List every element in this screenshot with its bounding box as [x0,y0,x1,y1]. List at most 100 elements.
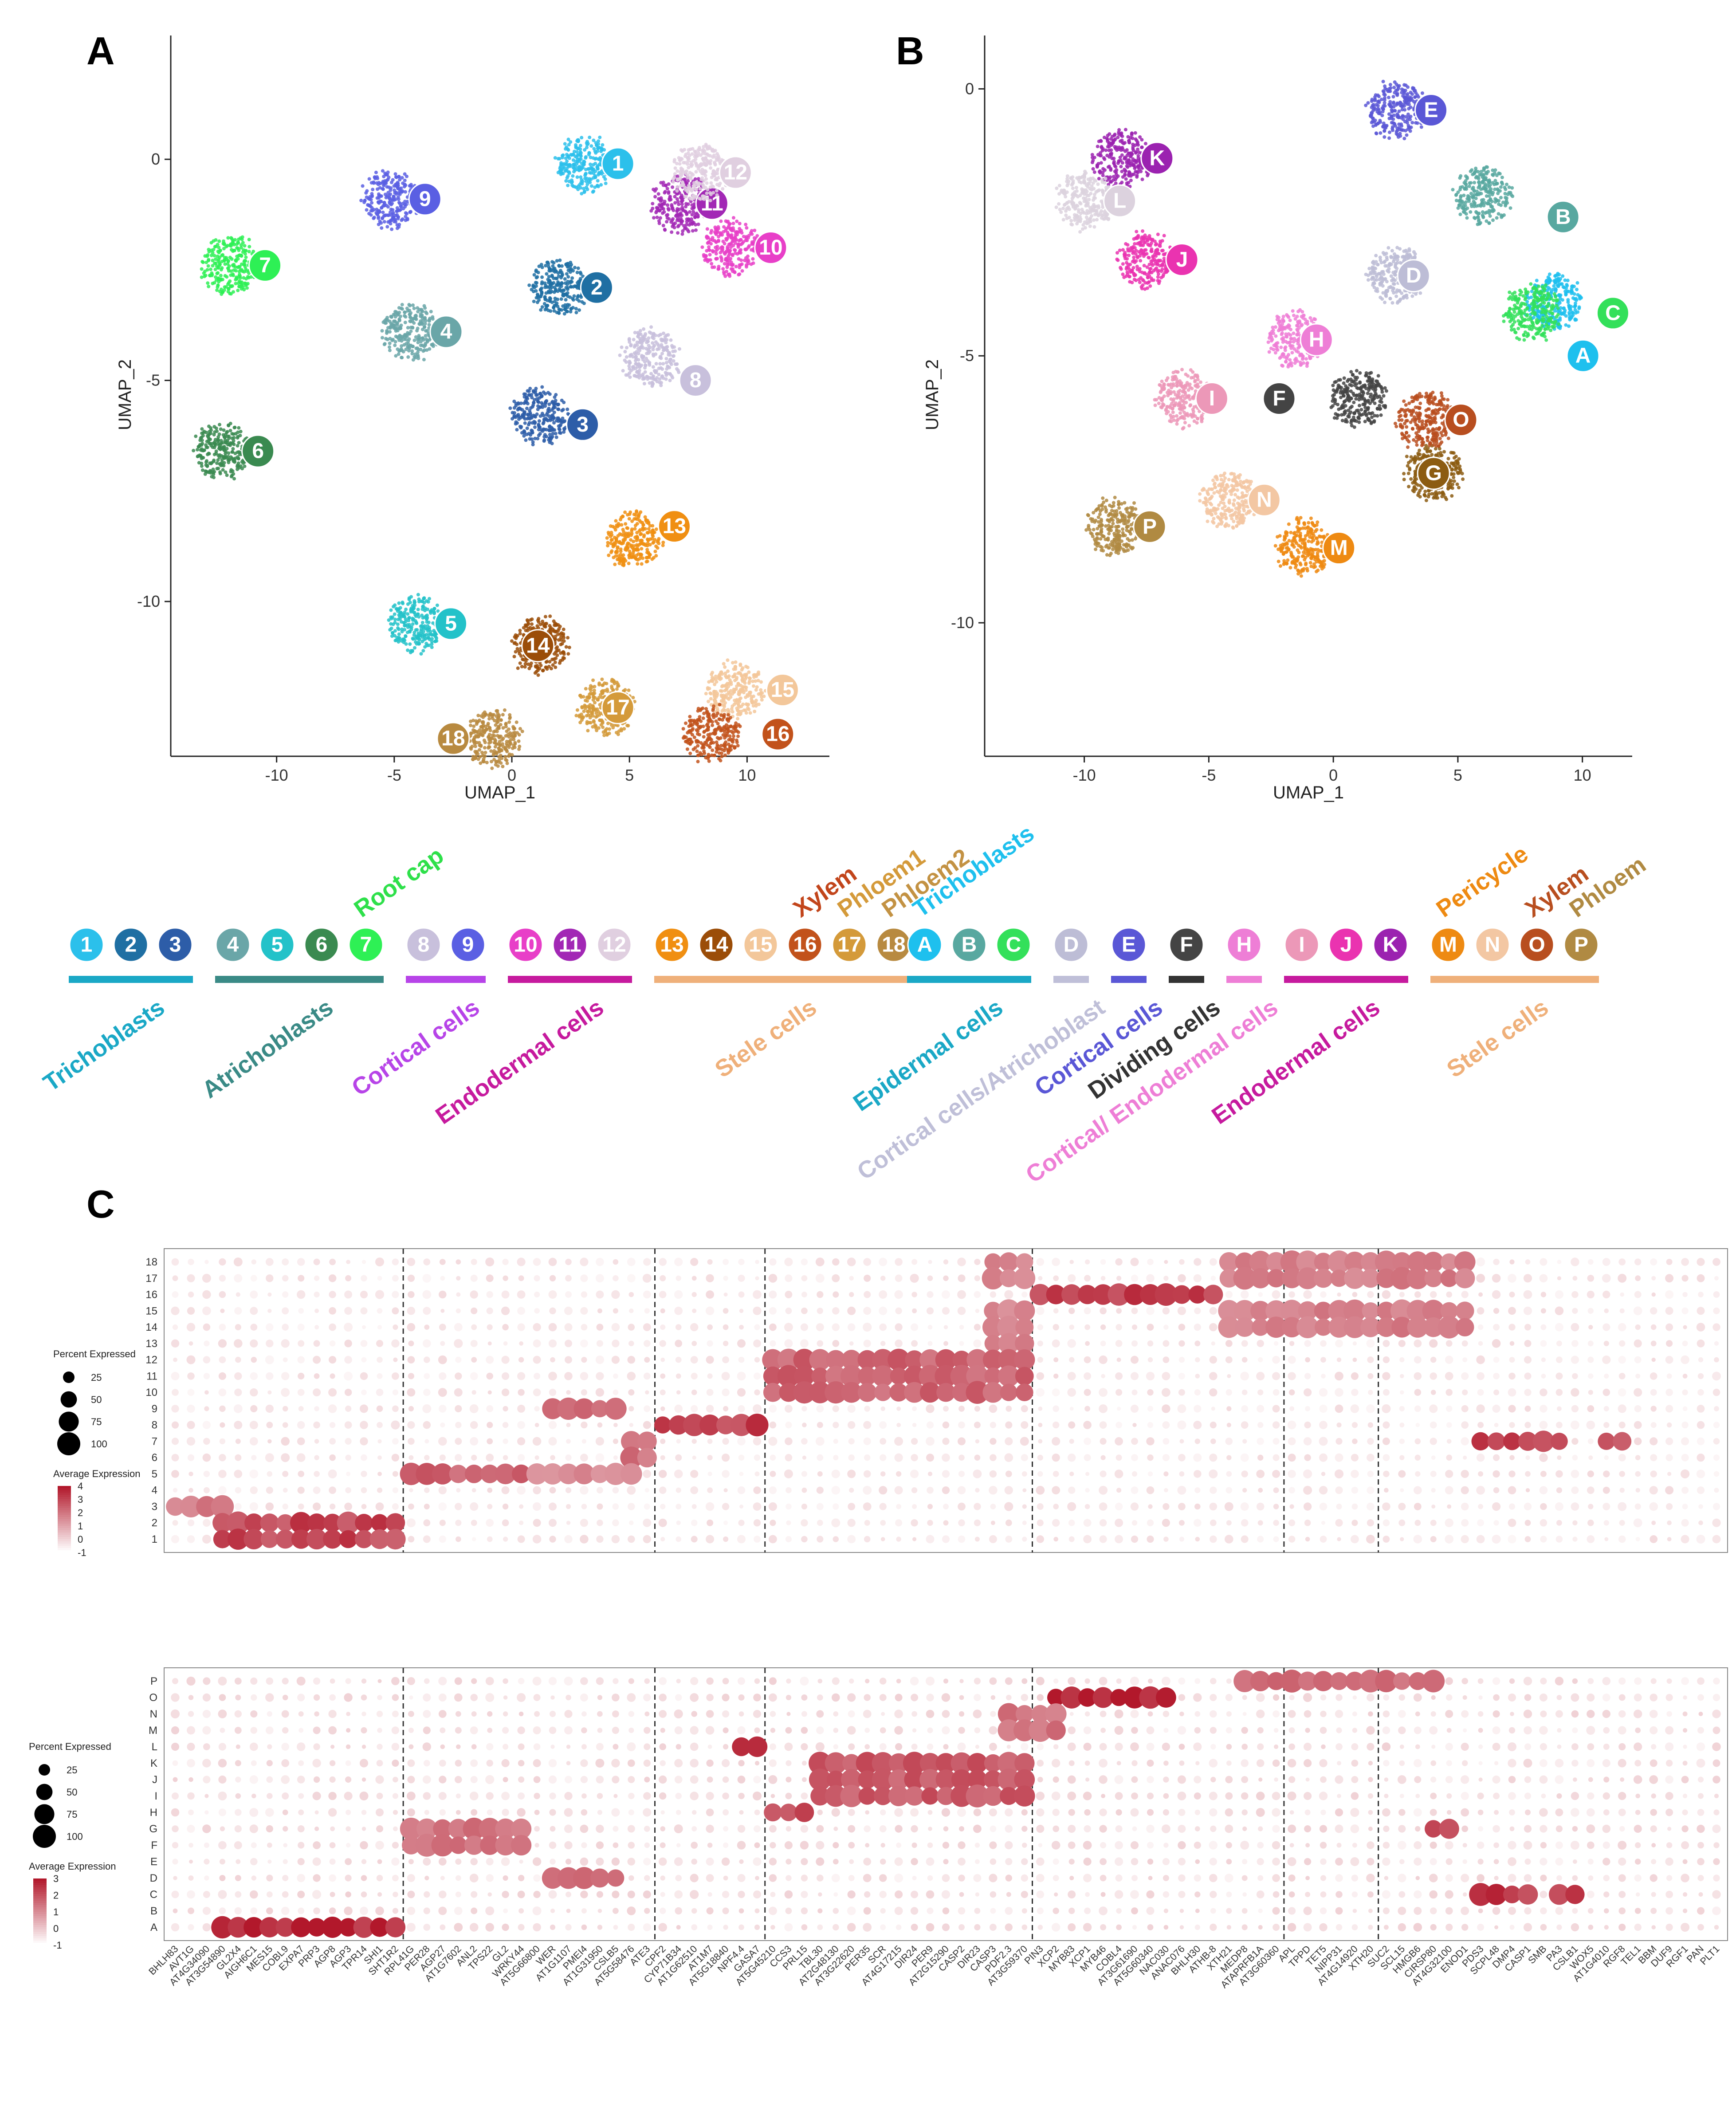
cluster-point [406,648,410,652]
cluster-point [585,140,589,144]
cluster-point [385,318,389,322]
cluster-point [743,708,747,712]
cluster-point [393,172,397,176]
cluster-point [651,202,655,206]
cluster-point [575,297,579,301]
cluster-point [384,321,388,325]
cluster-point [744,664,748,668]
cluster-point [689,731,692,735]
cluster-point [192,448,196,452]
cluster-point [380,226,384,230]
cluster-point [526,389,530,393]
cluster-point [409,608,413,612]
cluster-point [515,428,519,432]
cluster-point [706,153,710,157]
cluster-point [579,295,583,299]
cluster-point [236,430,240,434]
cluster-point [543,297,547,301]
cluster-point [585,182,589,186]
cluster-10: 10 [700,216,788,278]
cluster-point [528,437,532,441]
cluster-point [680,180,684,184]
cluster-point [404,607,408,611]
cluster-point [585,188,589,191]
cluster-point [589,184,593,188]
cluster-point [717,737,721,741]
cluster-point [436,609,440,613]
cluster-point [577,282,581,286]
cluster-point [517,747,521,751]
cluster-point [377,192,381,196]
cluster-point [223,262,227,266]
cluster-point [222,444,226,448]
cluster-point [667,208,671,212]
cluster-point [416,593,420,597]
cluster-point [230,450,234,454]
cluster-point [574,310,578,314]
cluster-point [217,239,221,243]
cluster-point [400,620,403,624]
cluster-point [675,367,679,371]
cluster-point [397,306,401,310]
cluster-point [545,272,549,276]
cluster-point [553,660,557,664]
cluster-point [593,185,597,189]
cluster-point [706,188,710,192]
cluster-point [234,269,238,273]
cluster-point [723,671,727,675]
cluster-point [588,171,592,175]
cluster-point [469,731,473,735]
cluster-point [377,182,381,186]
cluster-point [431,317,435,321]
cluster-7: 7 [200,235,282,296]
cluster-point [658,381,662,385]
cluster-point [412,338,416,342]
cluster-point [544,263,548,267]
cluster-point [745,226,749,230]
cluster-point [408,319,412,323]
cluster-point [616,732,620,736]
cluster-point [410,625,413,629]
cluster-point [670,344,674,348]
cluster-point [662,210,666,214]
cluster-point [244,255,248,259]
cluster-point [688,210,692,214]
cluster-point [522,410,526,414]
cluster-point [553,401,557,405]
cluster-point [200,427,204,431]
cluster-point [387,618,391,622]
cluster-point [637,529,641,533]
cluster-point [589,713,593,717]
cluster-point [380,206,384,210]
cluster-label: 12 [724,161,747,185]
cluster-point [606,541,610,545]
cluster-point [550,427,554,431]
cluster-label: 3 [577,413,589,436]
cluster-point [628,354,632,358]
cluster-point [492,730,496,734]
cluster-point [550,300,554,304]
cluster-point [227,287,231,291]
cluster-point [689,187,693,191]
cluster-point [552,416,556,420]
cluster-point [414,628,418,632]
cluster-point [200,259,204,263]
cluster-point [668,378,672,382]
cluster-point [483,710,487,714]
cluster-point [425,644,429,648]
cluster-point [726,273,730,276]
cluster-point [414,621,418,624]
cluster-point [566,138,570,141]
cluster-point [1561,285,1565,289]
cluster-point [649,331,653,335]
cluster-point [417,597,421,601]
cluster-point [694,228,698,232]
cluster-point [390,338,394,342]
cluster-point [535,292,539,296]
cluster-point [561,162,565,166]
cluster-point [564,179,568,183]
cluster-point [716,727,720,731]
cluster-point [746,694,750,698]
cluster-point [569,307,573,310]
cluster-point [496,742,500,746]
